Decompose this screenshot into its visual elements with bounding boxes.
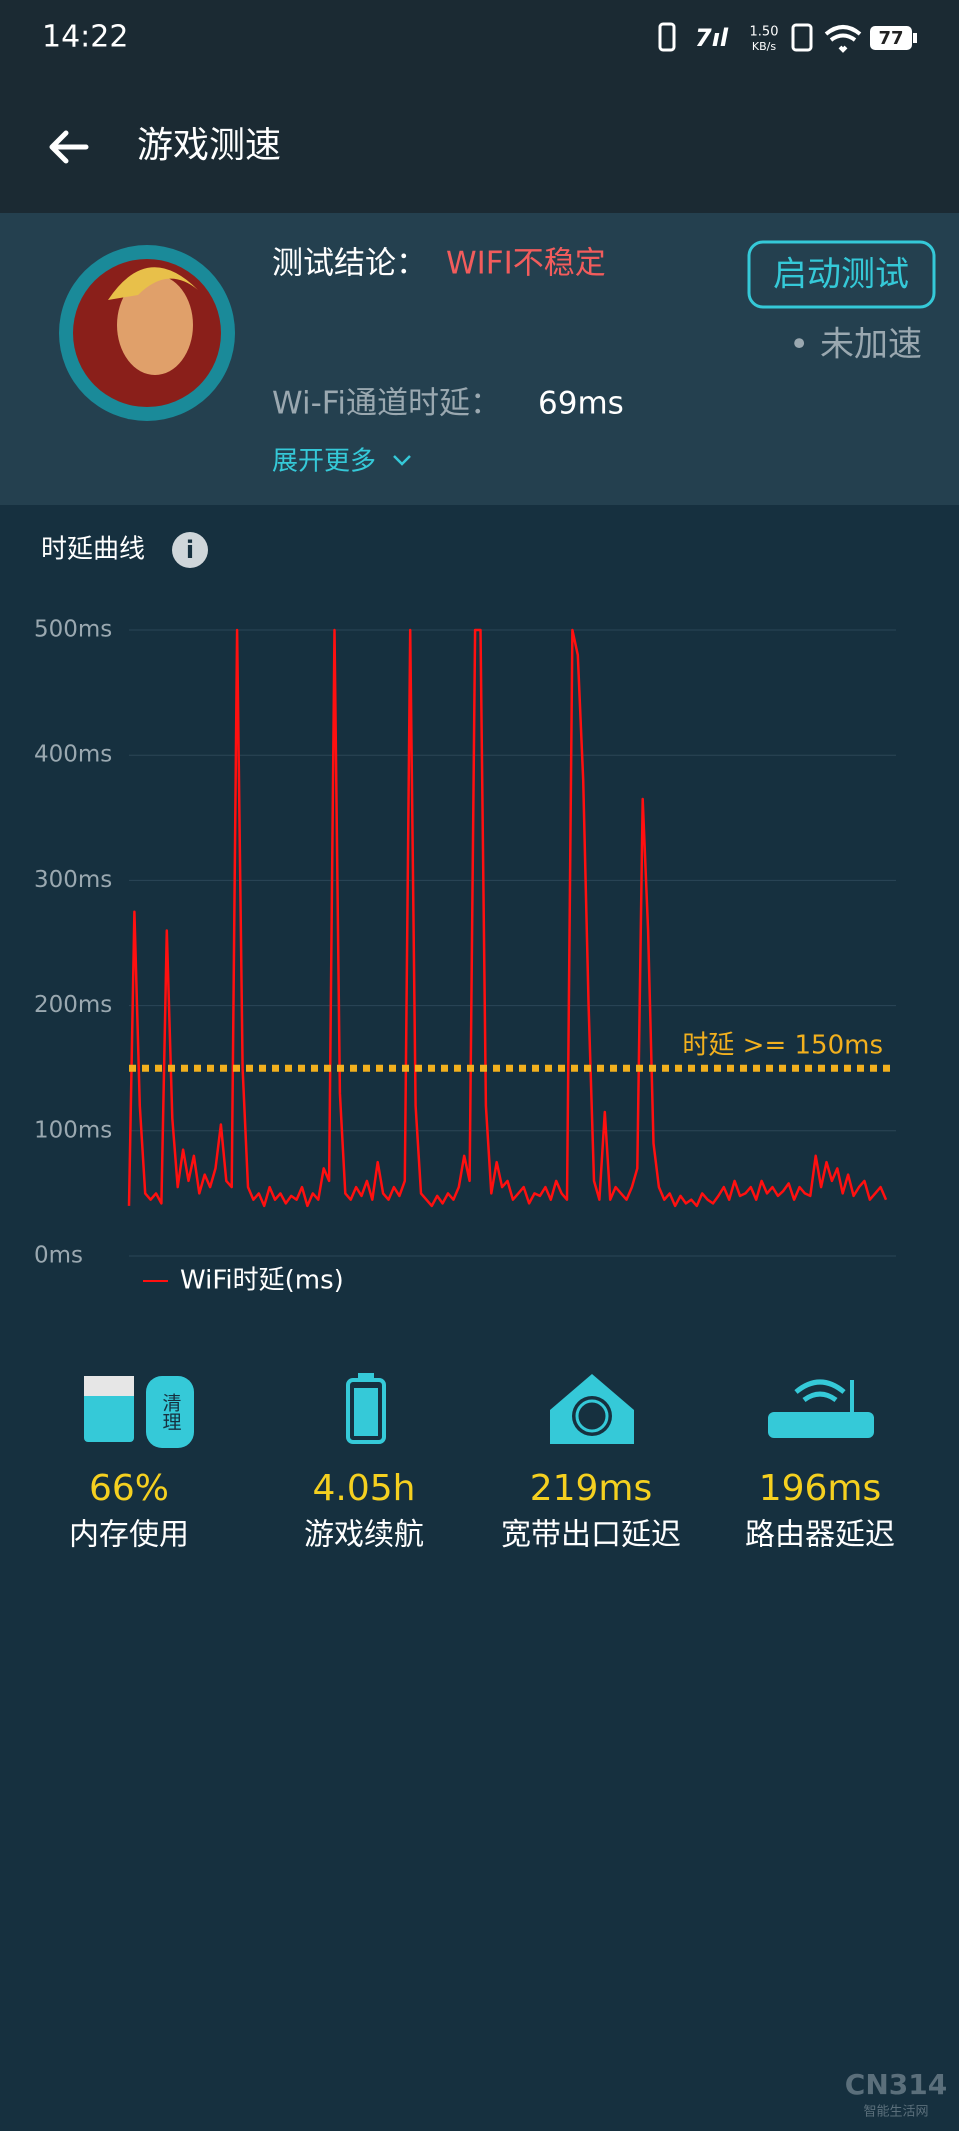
- battery-tip: [913, 33, 917, 43]
- y-tick-label: 200ms: [34, 992, 112, 1018]
- stat-value: 219ms: [530, 1468, 653, 1509]
- delay-value: 69ms: [538, 386, 624, 422]
- expand-link[interactable]: 展开更多: [272, 447, 376, 477]
- net-unit: KB/s: [752, 40, 776, 53]
- conclusion-value: WIFI不稳定: [446, 246, 606, 282]
- y-tick-label: 0ms: [34, 1243, 83, 1269]
- avatar-face: [117, 275, 193, 375]
- stat-label: 内存使用: [69, 1518, 189, 1553]
- y-tick-label: 500ms: [34, 617, 112, 643]
- y-tick-label: 300ms: [34, 867, 112, 893]
- sim-icon: [791, 23, 813, 52]
- info-glyph: i: [186, 536, 194, 564]
- accel-status: • 未加速: [789, 325, 922, 365]
- wifi-icon: [824, 25, 862, 53]
- stat-label: 宽带出口延迟: [501, 1518, 681, 1553]
- info-icon[interactable]: [172, 532, 208, 568]
- stat-value: 4.05h: [313, 1468, 416, 1509]
- conclusion-label: 测试结论：: [272, 246, 427, 282]
- battery-icon: [870, 26, 912, 50]
- net-speed: 1.50: [750, 25, 779, 40]
- section-title: 时延曲线: [41, 535, 145, 565]
- memory-icon: [84, 1376, 194, 1448]
- y-tick-label: 100ms: [34, 1117, 112, 1143]
- y-tick-label: 400ms: [34, 742, 112, 768]
- avatar-hair: [108, 267, 198, 300]
- start-test-button[interactable]: [747, 240, 936, 309]
- delay-label: Wi-Fi通道时延：: [272, 386, 501, 422]
- threshold-label: 时延 >= 150ms: [682, 1031, 883, 1061]
- data-line: [127, 628, 888, 1208]
- router-icon: [768, 1379, 874, 1438]
- time: 14:22: [42, 20, 128, 55]
- battery-level: 77: [878, 28, 903, 49]
- signal-icon: 7ıl: [695, 24, 729, 52]
- broadband-icon: [550, 1374, 634, 1444]
- battery-stat-icon: [346, 1373, 386, 1444]
- stat-label: 路由器延迟: [745, 1518, 895, 1553]
- watermark-sub: 智能生活网: [863, 2105, 928, 2120]
- stat-value: 196ms: [759, 1468, 882, 1509]
- stat-badge: 清理: [160, 1393, 182, 1431]
- legend-label: WiFi时延(ms): [180, 1266, 344, 1296]
- vibrate-icon: [658, 22, 676, 52]
- header-bg: [0, 0, 959, 213]
- chart: 0ms 100ms 200ms 300ms 400ms 500ms WiFi时延(ms) 时延…: [34, 617, 896, 1296]
- start-test-label: 启动测试: [773, 255, 909, 295]
- page-title: 游戏测速: [137, 125, 281, 166]
- expand-arrow: [393, 455, 411, 466]
- back-button[interactable]: [49, 130, 89, 164]
- stat-value: 66%: [89, 1468, 169, 1509]
- watermark-brand: CN314: [845, 2068, 947, 2101]
- stats: 66% 内存使用 清理 4.05h 游戏续航 219ms 宽带出口延迟 196ms 路由器延迟: [69, 1393, 895, 1553]
- stat-label: 游戏续航: [304, 1518, 424, 1553]
